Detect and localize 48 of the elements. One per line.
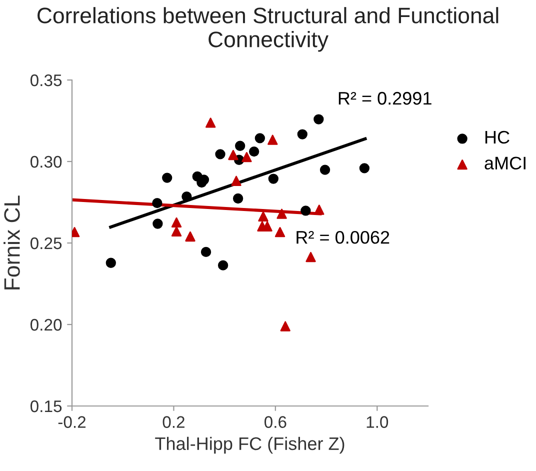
x-tick-label: -0.2 [58, 416, 86, 428]
point [320, 164, 330, 175]
point [206, 118, 216, 128]
point [162, 172, 172, 183]
point [300, 206, 311, 216]
y-tick-label: 0.30 [30, 156, 62, 168]
annotation: R² = 0.0062 [296, 230, 390, 244]
legend-label: HC [485, 130, 510, 144]
point [306, 252, 316, 262]
point [274, 226, 286, 238]
y-tick-label: 0.15 [30, 400, 62, 412]
point [228, 150, 238, 160]
point [242, 152, 252, 162]
point [276, 208, 287, 219]
point [152, 218, 163, 229]
point [248, 146, 260, 157]
point [171, 217, 182, 228]
point [185, 231, 196, 242]
point [215, 149, 226, 160]
annotation: R² = 0.2991 [338, 92, 432, 105]
x-tick-label: 1.0 [366, 416, 388, 428]
point [152, 198, 162, 208]
y-tick-label: 0.25 [30, 237, 62, 250]
point [280, 321, 290, 332]
point [314, 204, 324, 215]
point [231, 176, 242, 186]
point [234, 140, 246, 151]
legend-label: aMCI [484, 156, 526, 170]
y-tick-label: 0.20 [30, 318, 62, 331]
x-tick-label: 0.2 [162, 416, 184, 428]
point [314, 114, 324, 124]
point [359, 163, 370, 174]
point [232, 193, 244, 204]
point [200, 246, 212, 258]
point [106, 258, 116, 268]
point [258, 211, 268, 222]
point [297, 129, 308, 140]
point [218, 260, 228, 270]
point [182, 191, 192, 202]
y-axis-title: Fornix CL [4, 196, 20, 290]
point [268, 134, 278, 145]
x-axis-title: Thal-Hipp FC (Fisher Z) [155, 436, 344, 454]
chart-title: Correlations between Structural and Functional Connectivity [38, 7, 498, 52]
point [254, 133, 266, 144]
point [268, 174, 278, 184]
point [171, 226, 182, 237]
y-tick-label: 0.35 [30, 74, 62, 86]
x-tick-label: 0.6 [264, 416, 286, 428]
